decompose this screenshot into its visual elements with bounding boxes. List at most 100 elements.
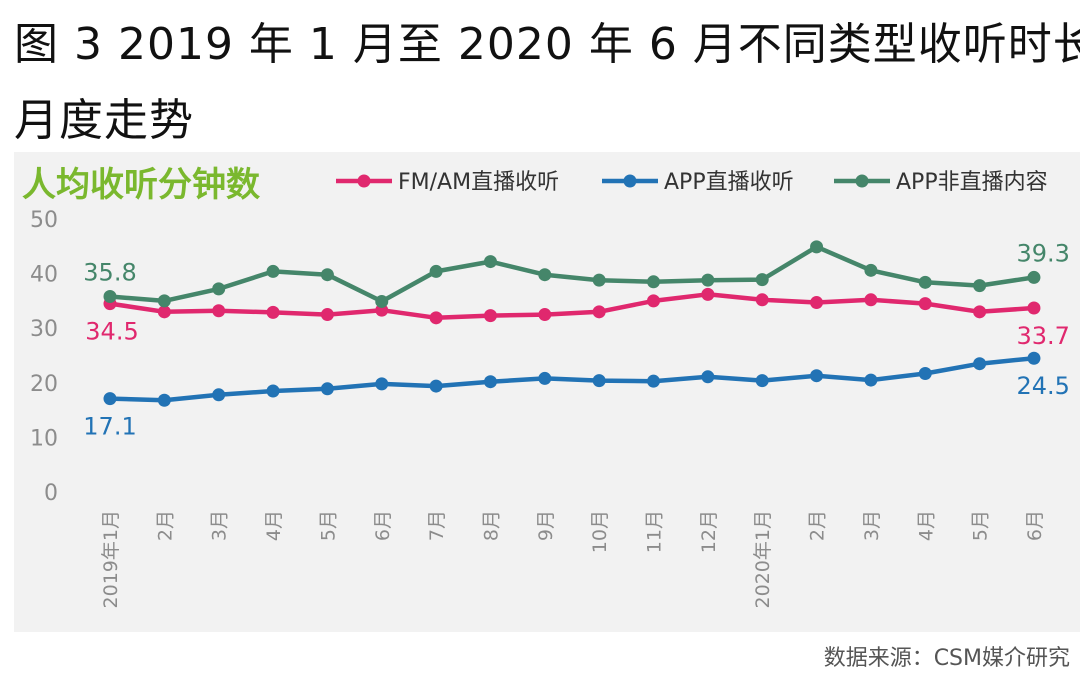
figure-title-line2: 月度走势 — [14, 95, 194, 146]
data-point — [918, 367, 932, 381]
figure-title-line1: 图 3 2019 年 1 月至 2020 年 6 月不同类型收听时长 — [14, 19, 1080, 70]
x-tick-label: 2月 — [154, 510, 176, 541]
x-tick-label: 10月 — [589, 510, 611, 553]
series-layer: 34.5 33.7 17.1 24.5 35.8 39.3 — [83, 239, 1070, 440]
data-point — [647, 294, 660, 308]
data-point — [157, 305, 171, 319]
x-tick-label: 3月 — [861, 510, 883, 541]
legend-marker — [357, 174, 371, 188]
data-point — [1027, 301, 1041, 315]
data-point — [483, 309, 497, 323]
data-point — [973, 357, 987, 371]
data-point — [103, 392, 117, 406]
x-tick-label: 2019年1月 — [100, 510, 122, 608]
data-point — [918, 275, 932, 289]
data-point — [810, 296, 824, 310]
series-line — [107, 244, 1037, 304]
data-point — [538, 308, 552, 322]
data-point — [592, 273, 606, 287]
x-tick-label: 2020年1月 — [752, 510, 774, 608]
legend-marker — [855, 174, 869, 188]
x-tick-label: 12月 — [698, 510, 720, 553]
data-point — [918, 297, 932, 311]
y-tick-label: 40 — [30, 263, 58, 288]
data-point — [375, 294, 389, 308]
data-point — [592, 374, 606, 388]
data-point — [973, 279, 987, 293]
legend-label: APP直播收听 — [664, 170, 794, 195]
x-tick-label: 6月 — [1024, 510, 1046, 541]
data-point — [810, 369, 824, 383]
data-point — [755, 374, 769, 388]
x-tick-label: 9月 — [535, 510, 557, 541]
data-label: 35.8 — [83, 259, 136, 287]
data-point — [157, 294, 171, 308]
data-point — [647, 374, 660, 388]
x-tick-label: 5月 — [970, 510, 992, 541]
data-point — [320, 308, 334, 322]
data-point — [103, 290, 117, 304]
data-label: 17.1 — [83, 413, 136, 441]
x-tick-label: 4月 — [263, 510, 285, 541]
data-point — [212, 282, 226, 296]
data-point — [320, 268, 334, 282]
data-point — [375, 377, 389, 391]
data-point — [701, 287, 715, 301]
data-point — [157, 393, 171, 407]
source-note: 数据来源：CSM媒介研究 — [823, 646, 1070, 671]
data-point — [266, 264, 280, 278]
data-point — [755, 293, 769, 307]
data-point — [538, 268, 552, 282]
data-point — [266, 384, 280, 398]
series-line — [107, 355, 1037, 403]
data-point — [864, 373, 878, 387]
y-tick-label: 50 — [30, 208, 58, 233]
data-label: 34.5 — [85, 318, 138, 346]
x-tick-label: 8月 — [480, 510, 502, 541]
data-point — [864, 263, 878, 277]
y-tick-label: 0 — [44, 481, 58, 506]
data-point — [483, 255, 497, 269]
y-tick-label: 20 — [30, 372, 58, 397]
data-point — [429, 379, 443, 393]
data-point — [212, 304, 226, 318]
legend-label: FM/AM直播收听 — [398, 170, 559, 195]
x-axis-layer: 2019年1月 2月 3月 4月 5月 6月 7月 8月 9月 10月 11月 12月 2020年1月 2… — [100, 510, 1046, 608]
legend-label: APP非直播内容 — [896, 170, 1048, 195]
data-point — [483, 375, 497, 389]
x-tick-label: 3月 — [209, 510, 231, 541]
x-tick-label: 4月 — [915, 510, 937, 541]
data-point — [592, 305, 606, 319]
data-point — [701, 273, 715, 287]
data-label: 24.5 — [1017, 372, 1070, 400]
data-point — [810, 240, 824, 254]
x-tick-label: 6月 — [372, 510, 394, 541]
x-tick-label: 5月 — [317, 510, 339, 541]
series-line — [107, 292, 1037, 321]
data-point — [429, 264, 443, 278]
data-point — [701, 370, 715, 384]
x-tick-label: 7月 — [426, 510, 448, 541]
chart-subtitle: 人均收听分钟数 — [22, 165, 260, 205]
data-point — [1027, 351, 1041, 365]
data-point — [1027, 270, 1041, 284]
x-tick-label: 2月 — [807, 510, 829, 541]
data-point — [973, 305, 987, 319]
data-point — [755, 273, 769, 287]
y-tick-label: 30 — [30, 317, 58, 342]
legend-marker — [623, 174, 637, 188]
data-point — [647, 275, 660, 289]
data-point — [538, 371, 552, 385]
data-label: 39.3 — [1017, 239, 1070, 267]
data-point — [864, 293, 878, 307]
data-point — [212, 388, 226, 402]
line-chart: 0 10 20 30 40 50 2019年1月 2月 3月 4月 5月 6月 7月 8月 9月 10月 11… — [22, 165, 1070, 608]
y-axis-layer: 0 10 20 30 40 50 — [30, 208, 58, 506]
data-point — [266, 305, 280, 319]
chart-panel: 0 10 20 30 40 50 2019年1月 2月 3月 4月 5月 6月 7月 8月 9月 10月 11… — [14, 152, 1080, 632]
data-label: 33.7 — [1017, 322, 1070, 350]
x-tick-label: 11月 — [644, 510, 666, 553]
legend: 人均收听分钟数 FM/AM直播收听 APP直播收听 APP非直播内容 — [22, 165, 1048, 205]
y-tick-label: 10 — [30, 426, 58, 451]
data-point — [320, 382, 334, 396]
